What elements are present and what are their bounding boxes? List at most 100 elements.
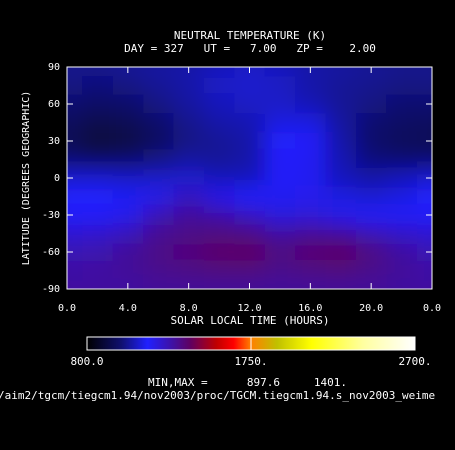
heatmap-cell <box>355 224 387 244</box>
heatmap-cell <box>143 94 174 114</box>
heatmap-cell <box>386 168 418 188</box>
heatmap-cell <box>203 279 235 289</box>
heatmap-cell <box>82 113 114 133</box>
y-axis-label: LATITUDE (DEGREES GEOGRAPHIC) <box>21 91 32 266</box>
heatmap-cell <box>355 187 387 207</box>
heatmap-cell <box>325 113 357 133</box>
heatmap-cell <box>112 168 144 188</box>
heatmap-cell <box>416 113 432 133</box>
heatmap-cell <box>173 168 205 188</box>
heatmap-cell <box>67 242 83 262</box>
heatmap-cell <box>295 131 327 151</box>
heatmap-cell <box>234 224 266 244</box>
heatmap-cell <box>143 67 174 77</box>
heatmap-cell <box>67 205 83 225</box>
heatmap-cell <box>112 261 144 281</box>
heatmap <box>67 67 432 289</box>
heatmap-cell <box>82 224 114 244</box>
heatmap-cell <box>67 131 83 151</box>
heatmap-cell <box>295 76 327 96</box>
y-tick-label: -90 <box>42 284 60 295</box>
heatmap-cell <box>386 205 418 225</box>
heatmap-cell <box>67 168 83 188</box>
heatmap-cell <box>234 205 266 225</box>
heatmap-cell <box>143 131 174 151</box>
heatmap-cell <box>67 113 83 133</box>
heatmap-cell <box>295 205 327 225</box>
heatmap-cell <box>416 168 432 188</box>
x-tick-label: 20.0 <box>359 303 383 314</box>
min-value: 897.6 <box>247 376 280 389</box>
x-tick-label: 8.0 <box>180 303 198 314</box>
heatmap-cell <box>234 113 266 133</box>
heatmap-cell <box>203 224 235 244</box>
x-tick-label: 16.0 <box>298 303 322 314</box>
heatmap-cell <box>173 242 205 262</box>
heatmap-cell <box>82 279 114 289</box>
heatmap-cell <box>416 94 432 114</box>
heatmap-cell <box>203 67 235 77</box>
y-tick-label: 30 <box>48 136 60 147</box>
heatmap-cell <box>82 94 114 114</box>
colorbar-tick-label: 2700. <box>398 355 431 368</box>
heatmap-cell <box>173 224 205 244</box>
plot-area <box>67 67 432 289</box>
heatmap-cell <box>82 150 114 170</box>
heatmap-cell <box>325 67 357 77</box>
heatmap-cell <box>386 279 418 289</box>
heatmap-cell <box>203 113 235 133</box>
heatmap-cell <box>173 113 205 133</box>
heatmap-cell <box>325 76 357 96</box>
heatmap-cell <box>355 76 387 96</box>
heatmap-cell <box>386 76 418 96</box>
y-tick-label: 0 <box>54 173 60 184</box>
heatmap-cell <box>264 150 296 170</box>
heatmap-cell <box>203 76 235 96</box>
heatmap-cell <box>203 168 235 188</box>
heatmap-cell <box>112 94 144 114</box>
heatmap-cell <box>112 224 144 244</box>
heatmap-cell <box>173 261 205 281</box>
file-path: /aim2/tgcm/tiegcm1.94/nov2003/proc/TGCM.… <box>0 389 435 402</box>
colorbar-tick-label: 1750. <box>234 355 267 368</box>
heatmap-cell <box>386 131 418 151</box>
heatmap-cell <box>416 242 432 262</box>
heatmap-cell <box>67 224 83 244</box>
heatmap-cell <box>386 67 418 77</box>
y-tick-label: -30 <box>42 210 60 221</box>
heatmap-cell <box>112 76 144 96</box>
heatmap-cell <box>264 261 296 281</box>
heatmap-cell <box>264 67 296 77</box>
heatmap-cell <box>234 131 266 151</box>
heatmap-cell <box>112 113 144 133</box>
colorbar-tick-label: 800.0 <box>70 355 103 368</box>
heatmap-cell <box>143 76 174 96</box>
max-value: 1401. <box>314 376 347 389</box>
heatmap-cell <box>264 131 296 151</box>
heatmap-cell <box>203 205 235 225</box>
heatmap-cell <box>416 261 432 281</box>
heatmap-cell <box>143 150 174 170</box>
heatmap-cell <box>416 187 432 207</box>
heatmap-cell <box>355 168 387 188</box>
heatmap-cell <box>386 261 418 281</box>
heatmap-cell <box>82 67 114 77</box>
heatmap-cell <box>67 261 83 281</box>
heatmap-cell <box>355 113 387 133</box>
heatmap-cell <box>325 131 357 151</box>
heatmap-cell <box>82 187 114 207</box>
heatmap-cell <box>386 113 418 133</box>
heatmap-cell <box>143 187 174 207</box>
heatmap-cell <box>234 150 266 170</box>
heatmap-cell <box>325 205 357 225</box>
chart-subtitle: DAY = 327 UT = 7.00 ZP = 2.00 <box>124 42 376 55</box>
heatmap-cell <box>416 224 432 244</box>
heatmap-cell <box>143 279 174 289</box>
heatmap-cell <box>67 279 83 289</box>
heatmap-cell <box>325 150 357 170</box>
heatmap-cell <box>67 187 83 207</box>
heatmap-cell <box>325 261 357 281</box>
heatmap-cell <box>82 261 114 281</box>
heatmap-cell <box>416 279 432 289</box>
